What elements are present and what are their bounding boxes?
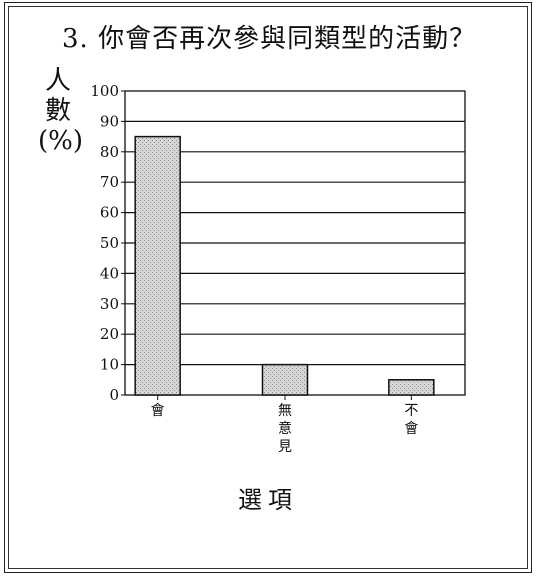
y-tick-label: 40: [100, 264, 119, 282]
y-tick-label: 10: [100, 356, 119, 374]
chart-frame-inner: [8, 6, 528, 569]
x-tick-label: 會: [151, 403, 165, 419]
y-tick-label: 80: [100, 143, 119, 161]
y-tick-label: 50: [100, 234, 119, 252]
bar: [261, 363, 309, 396]
y-tick-label: 60: [100, 204, 119, 222]
x-axis-label: 選項: [238, 486, 298, 514]
y-tick-label: 90: [100, 112, 119, 130]
y-tick-label: 20: [100, 325, 119, 343]
chart-title: 3. 你會否再次參與同類型的活動？: [62, 24, 477, 54]
bar: [388, 379, 435, 396]
y-tick-label: 0: [109, 386, 119, 404]
chart-frame-outer: [4, 2, 532, 573]
x-tick-label: 不會: [404, 403, 418, 437]
x-tick-label: 無意見: [278, 403, 292, 455]
y-tick-label: 100: [90, 82, 119, 100]
y-axis-label: 人數 (%): [38, 66, 83, 156]
y-tick-label: 70: [100, 173, 119, 191]
bar: [134, 135, 181, 396]
y-tick-label: 30: [100, 295, 119, 313]
